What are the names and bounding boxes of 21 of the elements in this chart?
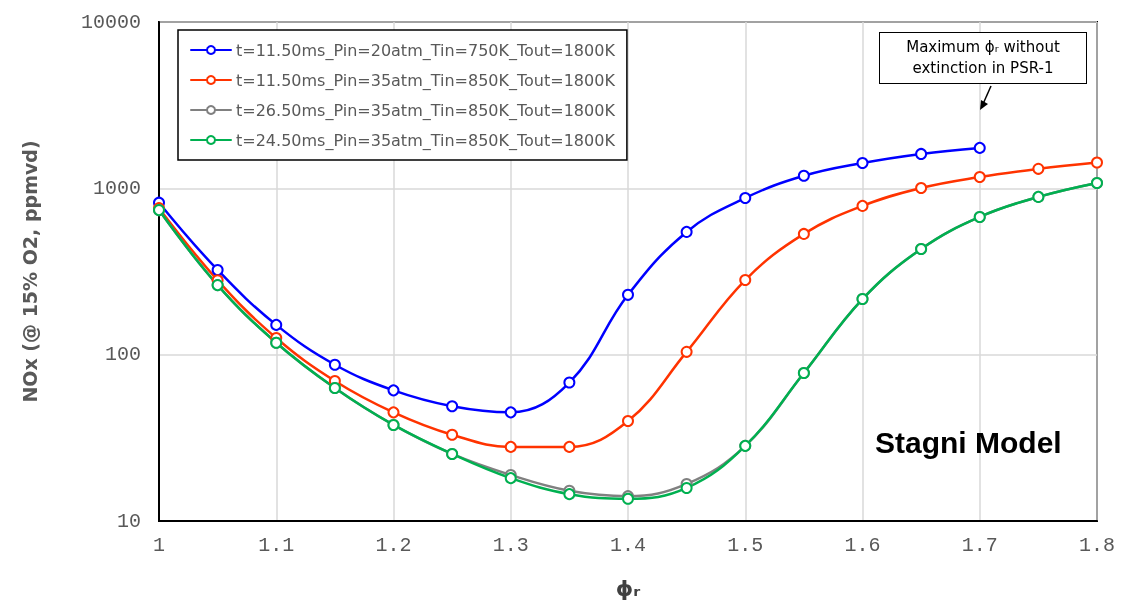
callout-box: Maximum ϕᵣ without extinction in PSR-1	[879, 32, 1087, 84]
x-tick-label: 1.7	[961, 533, 998, 557]
x-tick-label: 1.5	[727, 533, 764, 557]
legend-label: t=24.50ms_Pin=35atm_Tin=850K_Tout=1800K	[236, 130, 616, 151]
annotation: Stagni Model	[875, 426, 1062, 460]
y-tick-label: 1000	[92, 176, 141, 200]
legend-label: t=11.50ms_Pin=35atm_Tin=850K_Tout=1800K	[236, 70, 616, 91]
x-tick-label: 1.1	[258, 533, 295, 557]
x-tick-label: 1.6	[844, 533, 881, 557]
legend-label: t=11.50ms_Pin=20atm_Tin=750K_Tout=1800K	[236, 40, 616, 61]
legend-label: t=26.50ms_Pin=35atm_Tin=850K_Tout=1800K	[236, 100, 616, 121]
x-axis-title: ϕᵣ	[615, 575, 641, 601]
x-tick-label: 1.2	[375, 533, 412, 557]
y-tick-label: 10	[116, 509, 141, 533]
x-tick-label: 1.3	[492, 533, 529, 557]
x-tick-label: 1.4	[609, 533, 647, 557]
y-tick-label: 100	[104, 343, 141, 367]
x-tick-label: 1.8	[1078, 533, 1116, 557]
y-tick-label: 10000	[80, 10, 141, 34]
y-axis-title: NOx (@ 15% O2, ppmvd)	[18, 140, 41, 403]
x-tick-label: 1	[152, 533, 166, 557]
